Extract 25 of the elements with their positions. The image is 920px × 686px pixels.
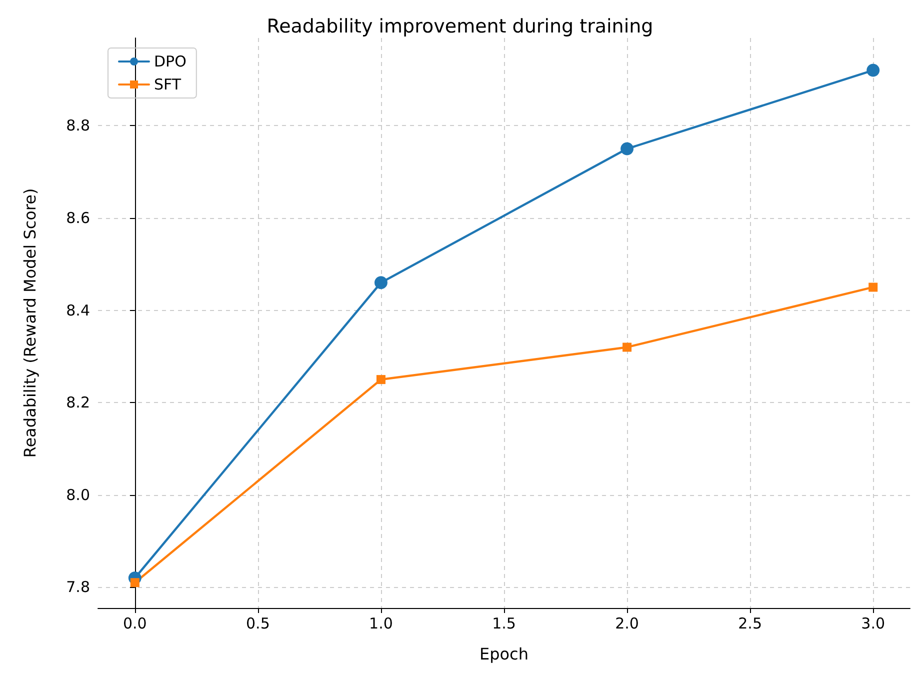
x-tick-label: 0.0 — [122, 614, 147, 632]
x-tick-label: 2.5 — [738, 614, 762, 632]
x-axis-title: Epoch — [480, 644, 528, 664]
x-tick-label: 0.5 — [246, 614, 270, 632]
y-axis-title: Readability (Reward Model Score) — [20, 188, 40, 458]
legend-label: SFT — [154, 76, 182, 94]
x-tick-label: 1.5 — [492, 614, 516, 632]
point — [620, 142, 634, 156]
y-tick-label: 8.0 — [66, 486, 90, 504]
legend-label: DPO — [154, 52, 186, 70]
point — [130, 578, 140, 588]
x-tick-label: 2.0 — [615, 614, 639, 632]
y-tick-label: 8.2 — [66, 394, 90, 412]
y-tick-label: 8.6 — [66, 209, 90, 227]
point — [622, 342, 632, 352]
point — [374, 276, 388, 290]
point — [868, 282, 878, 292]
y-tick-label: 7.8 — [66, 578, 90, 596]
point — [376, 375, 386, 384]
x-tick-label: 3.0 — [861, 614, 886, 632]
point — [866, 64, 880, 77]
y-tick-label: 8.4 — [66, 301, 90, 320]
x-tick-label: 1.0 — [369, 614, 393, 632]
y-tick-label: 8.8 — [66, 116, 90, 135]
chart-title: Readability improvement during training — [266, 16, 654, 38]
